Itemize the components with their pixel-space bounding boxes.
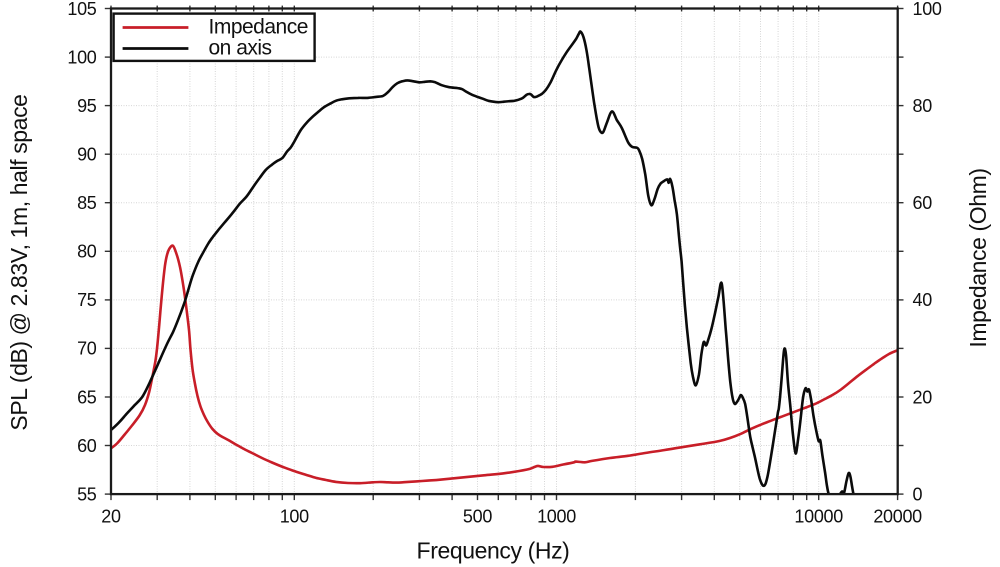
svg-text:105: 105 [67,0,96,19]
svg-text:55: 55 [77,484,97,504]
svg-text:0: 0 [913,484,923,504]
svg-text:65: 65 [77,387,97,407]
svg-text:Frequency (Hz): Frequency (Hz) [417,538,570,564]
svg-text:60: 60 [913,193,933,213]
svg-text:80: 80 [913,96,933,116]
svg-text:Impedance: Impedance [209,15,308,38]
svg-text:90: 90 [77,145,97,165]
svg-text:20: 20 [913,387,933,407]
svg-text:100: 100 [913,0,942,19]
svg-text:1000: 1000 [537,507,576,527]
svg-text:70: 70 [77,339,97,359]
svg-text:20: 20 [101,507,121,527]
svg-text:75: 75 [77,290,97,310]
svg-text:95: 95 [77,96,97,116]
svg-text:40: 40 [913,290,933,310]
svg-text:10000: 10000 [794,507,843,527]
svg-text:500: 500 [463,507,492,527]
svg-text:80: 80 [77,242,97,262]
svg-text:100: 100 [67,47,96,67]
svg-text:100: 100 [280,507,309,527]
svg-text:20000: 20000 [873,507,922,527]
svg-text:Impedance (Ohm): Impedance (Ohm) [965,168,991,347]
svg-text:60: 60 [77,436,97,456]
svg-text:SPL (dB) @ 2.83V, 1m, half spa: SPL (dB) @ 2.83V, 1m, half space [6,94,32,430]
svg-text:on axis: on axis [209,37,272,60]
svg-text:85: 85 [77,193,97,213]
